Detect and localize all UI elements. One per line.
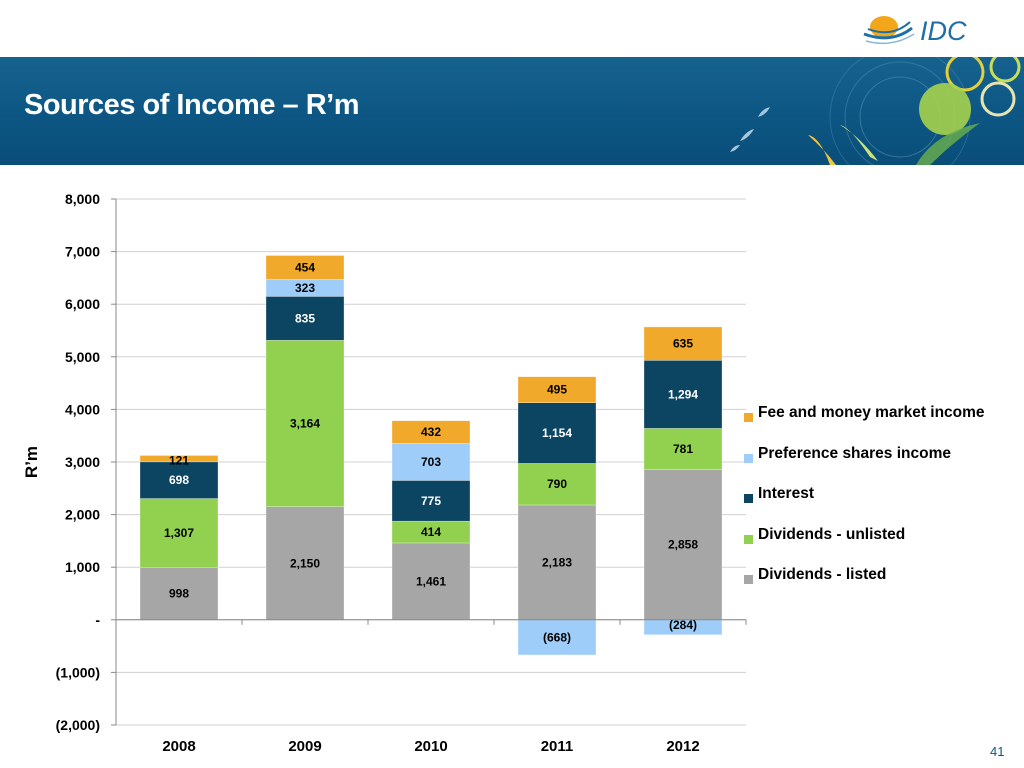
bar-segment xyxy=(391,542,471,621)
x-tick-label: 2009 xyxy=(288,738,321,755)
y-tick-label: 6,000 xyxy=(65,296,100,312)
logo-sun-icon xyxy=(870,16,898,38)
data-label: 3,164 xyxy=(290,416,320,430)
y-tick-label: 4,000 xyxy=(65,401,100,417)
bar-segment xyxy=(265,255,345,280)
data-label: 1,307 xyxy=(164,526,194,540)
data-label: 698 xyxy=(169,473,189,487)
data-label: 323 xyxy=(295,281,315,295)
x-tick-label: 2010 xyxy=(414,738,447,755)
logo-swoosh-icon xyxy=(863,26,913,40)
bar-segment xyxy=(643,469,723,621)
y-axis-label: R’m xyxy=(22,446,41,478)
banner-decoration-icon xyxy=(730,57,1021,165)
data-label: 2,150 xyxy=(290,556,320,570)
bar-segment xyxy=(139,498,219,568)
y-tick-label: 7,000 xyxy=(65,244,100,260)
legend-label: Interest xyxy=(758,485,814,502)
bar-segment xyxy=(139,567,219,621)
legend-swatch xyxy=(744,575,753,584)
chart-legend: Fee and money market income Preference sh… xyxy=(744,404,1019,607)
data-label: 703 xyxy=(421,455,441,469)
bar-segment xyxy=(643,428,723,470)
legend-swatch xyxy=(744,413,753,422)
bar-segment xyxy=(139,455,219,463)
bars xyxy=(139,255,723,656)
bar-segment xyxy=(265,506,345,621)
bar-segment xyxy=(139,461,219,499)
data-label: 1,461 xyxy=(416,574,446,588)
y-tick-label: (2,000) xyxy=(56,717,100,733)
legend-item: Interest xyxy=(744,485,1019,526)
data-label: 121 xyxy=(169,453,189,467)
bar-segment xyxy=(265,296,345,341)
bar-segment xyxy=(517,402,597,464)
data-label: 495 xyxy=(547,383,567,397)
data-label: 998 xyxy=(169,587,189,601)
x-tick-label: 2008 xyxy=(162,738,195,755)
page-number: 41 xyxy=(990,744,1005,759)
y-tick-label: 5,000 xyxy=(65,349,100,365)
data-label: (284) xyxy=(669,618,697,632)
bar-segment xyxy=(517,376,597,403)
stacked-bar-chart: (2,000) (1,000) - 1,000 2,000 3,000 4,000 5,000… xyxy=(22,191,747,755)
idc-logo: IDC xyxy=(863,16,967,46)
x-tick-label: 2012 xyxy=(666,738,699,755)
bar-segment xyxy=(391,480,471,522)
y-tick-label: 2,000 xyxy=(65,507,100,523)
legend-label: Dividends - listed xyxy=(758,566,887,583)
title-banner: Sources of Income – R’m xyxy=(0,57,1024,165)
data-label: 454 xyxy=(295,260,315,274)
legend-label: Dividends - unlisted xyxy=(758,525,906,543)
y-tick-label: 1,000 xyxy=(65,559,100,575)
y-tick-label: (1,000) xyxy=(56,664,100,680)
bar-segment xyxy=(391,420,471,444)
legend-item: Fee and money market income xyxy=(744,404,1019,445)
data-label: 835 xyxy=(295,311,315,325)
page-title: Sources of Income – R’m xyxy=(24,89,360,121)
data-label: 2,858 xyxy=(668,538,698,552)
bar-segment xyxy=(643,326,723,361)
y-tick-label: - xyxy=(95,612,100,628)
legend-swatch xyxy=(744,534,753,544)
data-label: 790 xyxy=(547,477,567,491)
axes: (2,000) (1,000) - 1,000 2,000 3,000 4,000 5,000… xyxy=(56,191,747,755)
legend-item: Dividends - listed xyxy=(744,566,1019,607)
data-label: 414 xyxy=(421,525,441,539)
legend-item: Preference shares income xyxy=(744,445,1019,486)
legend-item: Dividends - unlisted xyxy=(744,526,1019,567)
logo-text: IDC xyxy=(920,16,967,46)
gridlines xyxy=(116,198,746,726)
data-labels: 998 1,307 698 121 2,150 3,164 835 323 454 1,461 41… xyxy=(164,260,698,644)
legend-label: Preference shares income xyxy=(758,444,951,462)
data-label: 2,183 xyxy=(542,555,572,569)
legend-label: Fee and money market income xyxy=(758,404,985,421)
data-label: 775 xyxy=(421,494,441,508)
data-label: 1,294 xyxy=(668,387,698,401)
legend-swatch xyxy=(744,453,753,463)
y-tick-label: 3,000 xyxy=(65,454,100,470)
data-label: 635 xyxy=(673,337,693,351)
data-label: 781 xyxy=(673,442,693,456)
bar-segment xyxy=(643,360,723,429)
data-label: (668) xyxy=(543,630,571,644)
bar-segment xyxy=(517,504,597,621)
y-tick-label: 8,000 xyxy=(65,191,100,207)
data-label: 432 xyxy=(421,425,441,439)
data-label: 1,154 xyxy=(542,426,572,440)
x-tick-label: 2011 xyxy=(541,738,574,755)
bar-segment xyxy=(517,619,597,656)
bar-segment xyxy=(391,443,471,481)
legend-swatch xyxy=(744,494,753,503)
